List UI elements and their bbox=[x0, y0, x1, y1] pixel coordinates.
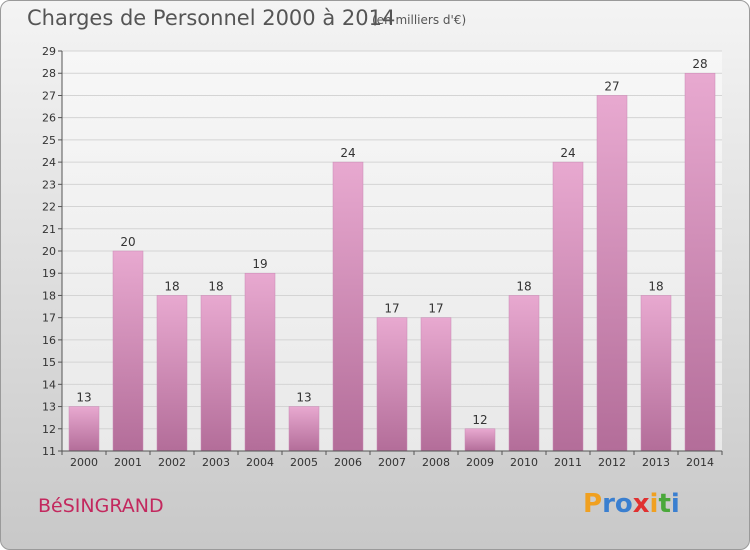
bars bbox=[68, 72, 716, 452]
bar bbox=[684, 72, 716, 452]
x-tick-label: 2012 bbox=[598, 456, 626, 469]
y-tick-label: 23 bbox=[42, 178, 56, 191]
y-tick-label: 22 bbox=[42, 201, 56, 214]
logo-letter: i bbox=[649, 489, 659, 519]
data-label: 13 bbox=[76, 391, 91, 405]
y-tick-label: 28 bbox=[42, 67, 56, 80]
bar bbox=[508, 295, 540, 452]
y-tick-label: 17 bbox=[42, 312, 56, 325]
logo-letter: o bbox=[614, 489, 633, 519]
logo-letter: P bbox=[583, 489, 603, 519]
x-tick-label: 2006 bbox=[334, 456, 362, 469]
data-label: 12 bbox=[472, 413, 487, 427]
x-tick-label: 2005 bbox=[290, 456, 318, 469]
data-label: 18 bbox=[516, 279, 531, 293]
data-label: 28 bbox=[692, 57, 707, 71]
commune-name: BéSINGRAND bbox=[38, 495, 164, 517]
y-tick-label: 12 bbox=[42, 423, 56, 436]
bar bbox=[552, 161, 584, 452]
data-labels: 13 20 18 18 19 13 24 17 17 12 18 24 27 18 28 bbox=[76, 57, 707, 427]
y-tick-label: 20 bbox=[42, 245, 56, 258]
y-axis: 11 12 13 14 15 16 17 18 19 20 21 22 23 24 25 26 27 28 29 bbox=[42, 45, 63, 458]
x-tick-label: 2000 bbox=[70, 456, 98, 469]
data-label: 18 bbox=[208, 279, 223, 293]
y-tick-label: 18 bbox=[42, 289, 56, 302]
logo-letter: t bbox=[658, 489, 671, 519]
logo-letter: i bbox=[670, 489, 680, 519]
x-tick-label: 2013 bbox=[642, 456, 670, 469]
y-tick-label: 21 bbox=[42, 223, 56, 236]
bar bbox=[596, 95, 628, 452]
bar bbox=[112, 250, 144, 452]
y-tick-label: 13 bbox=[42, 401, 56, 414]
bar bbox=[200, 295, 232, 452]
bar bbox=[640, 295, 672, 452]
chart-subtitle: (en milliers d'€) bbox=[372, 13, 467, 27]
data-label: 17 bbox=[384, 302, 399, 316]
x-axis: 2000 2001 2002 2003 2004 2005 2006 2007 2008 2009… bbox=[61, 450, 723, 469]
x-tick-label: 2008 bbox=[422, 456, 450, 469]
y-tick-label: 26 bbox=[42, 112, 56, 125]
x-tick-label: 2011 bbox=[554, 456, 582, 469]
bar bbox=[68, 406, 100, 452]
y-tick-label: 14 bbox=[42, 378, 56, 391]
y-tick-label: 25 bbox=[42, 134, 56, 147]
proxiti-logo[interactable]: Proxiti bbox=[583, 489, 680, 519]
x-tick-label: 2007 bbox=[378, 456, 406, 469]
data-label: 27 bbox=[604, 79, 619, 93]
data-label: 20 bbox=[120, 235, 135, 249]
y-tick-label: 24 bbox=[42, 156, 56, 169]
y-tick-label: 16 bbox=[42, 334, 56, 347]
x-tick-label: 2002 bbox=[158, 456, 186, 469]
data-label: 18 bbox=[648, 279, 663, 293]
x-tick-label: 2014 bbox=[686, 456, 714, 469]
y-tick-label: 27 bbox=[42, 89, 56, 102]
logo-letter: x bbox=[632, 489, 650, 519]
data-label: 24 bbox=[560, 146, 575, 160]
y-tick-label: 19 bbox=[42, 267, 56, 280]
bar bbox=[420, 317, 452, 452]
x-tick-label: 2003 bbox=[202, 456, 230, 469]
data-label: 24 bbox=[340, 146, 355, 160]
y-tick-label: 15 bbox=[42, 356, 56, 369]
bar bbox=[332, 161, 364, 452]
logo-letter: r bbox=[602, 489, 615, 519]
y-tick-label: 11 bbox=[42, 445, 56, 458]
data-label: 18 bbox=[164, 279, 179, 293]
chart-title: Charges de Personnel 2000 à 2014 bbox=[27, 6, 396, 30]
x-tick-label: 2010 bbox=[510, 456, 538, 469]
data-label: 19 bbox=[252, 257, 267, 271]
x-tick-label: 2001 bbox=[114, 456, 142, 469]
bar bbox=[376, 317, 408, 452]
x-tick-label: 2009 bbox=[466, 456, 494, 469]
bar bbox=[464, 428, 496, 452]
y-tick-label: 29 bbox=[42, 45, 56, 58]
bar bbox=[244, 272, 276, 452]
bar bbox=[156, 295, 188, 452]
data-label: 17 bbox=[428, 302, 443, 316]
bar bbox=[288, 406, 320, 452]
x-tick-label: 2004 bbox=[246, 456, 274, 469]
data-label: 13 bbox=[296, 391, 311, 405]
